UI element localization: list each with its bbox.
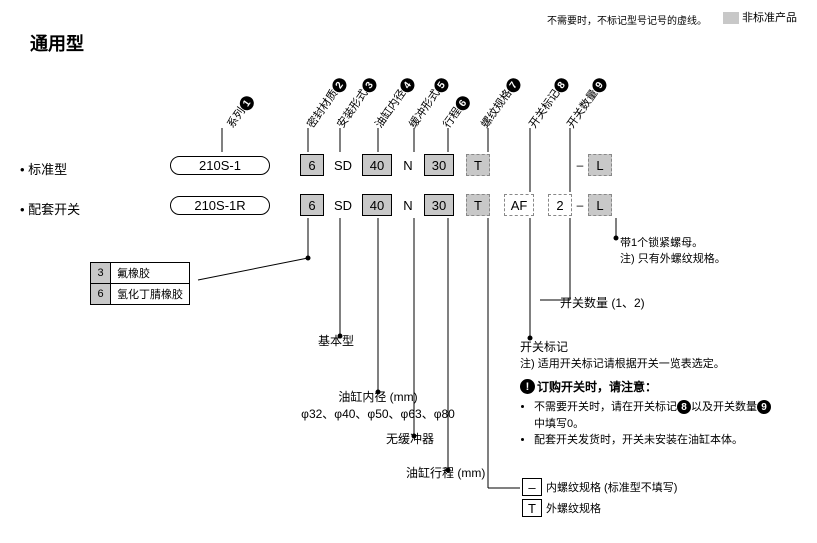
callout-swqty: 开关数量 (1、2)	[560, 294, 645, 311]
stroke-sw: 30	[424, 194, 454, 216]
thread-T-box: T	[522, 499, 542, 517]
variant-standard: • 标准型	[20, 159, 67, 178]
thread-blank-box: –	[522, 478, 542, 496]
cushion-sw: N	[396, 194, 420, 216]
callout-swmark: 开关标记 注) 适用开关标记请根据开关一览表选定。	[520, 338, 725, 371]
bore-sw: 40	[362, 194, 392, 216]
variant-switch: • 配套开关	[20, 199, 80, 218]
callout-stroke: 油缸行程 (mm)	[406, 464, 485, 481]
order-bullet-1: 不需要开关时，请在开关标记8以及开关数量9中填写0。	[534, 399, 800, 432]
seal-legend: 3氟橡胶 6氢化丁腈橡胶	[90, 262, 190, 305]
order-notes: ! 订购开关时，请注意： 不需要开关时，请在开关标记8以及开关数量9中填写0。 …	[520, 378, 800, 449]
thread-std: T	[466, 154, 490, 176]
order-title: 订购开关时，请注意：	[537, 378, 657, 395]
dash-sw: –	[576, 198, 584, 212]
seal-std: 6	[300, 154, 324, 176]
series-std: 210S-1	[170, 156, 270, 175]
series-sw: 210S-1R	[170, 196, 270, 215]
col-label-9: 开关数量9	[576, 115, 634, 131]
callout-mount: 基本型	[318, 332, 354, 349]
thread-blank-label: 内螺纹规格 (标准型不填写)	[546, 479, 677, 495]
swatch-icon	[723, 12, 739, 24]
callout-cushion: 无缓冲器	[386, 430, 434, 447]
code-row-switch: 210S-1R 6 SD 40 N 30 T AF 2 – L	[170, 194, 612, 216]
callout-locknut: 带1个锁紧螺母。 注) 只有外螺纹规格。	[620, 234, 726, 266]
cushion-std: N	[396, 154, 420, 176]
order-bullet-2: 配套开关发货时，开关未安装在油缸本体。	[534, 432, 800, 449]
thread-legend: – 内螺纹规格 (标准型不填写) T 外螺纹规格	[522, 478, 677, 517]
thread-T-label: 外螺纹规格	[546, 500, 601, 516]
mount-std: SD	[328, 154, 358, 176]
stroke-std: 30	[424, 154, 454, 176]
code-row-standard: 210S-1 6 SD 40 N 30 T – L	[170, 154, 612, 176]
seal-sw: 6	[300, 194, 324, 216]
thread-sw: T	[466, 194, 490, 216]
bore-std: 40	[362, 154, 392, 176]
mount-sw: SD	[328, 194, 358, 216]
swmark-sw: AF	[504, 194, 534, 216]
L-std: L	[588, 154, 612, 176]
page-title: 通用型	[30, 30, 84, 56]
col-label-1: 系列1	[236, 115, 272, 131]
exclaim-icon: !	[520, 379, 535, 394]
L-sw: L	[588, 194, 612, 216]
top-note: 不需要时，不标记型号记号的虚线。	[547, 12, 707, 27]
legend-nonstd: 非标准产品	[723, 9, 797, 25]
dash-std: –	[576, 158, 584, 172]
callout-bore: 油缸内径 (mm) φ32、φ40、φ50、φ63、φ80	[278, 388, 478, 422]
legend-nonstd-label: 非标准产品	[742, 12, 797, 24]
swqty-sw: 2	[548, 194, 572, 216]
